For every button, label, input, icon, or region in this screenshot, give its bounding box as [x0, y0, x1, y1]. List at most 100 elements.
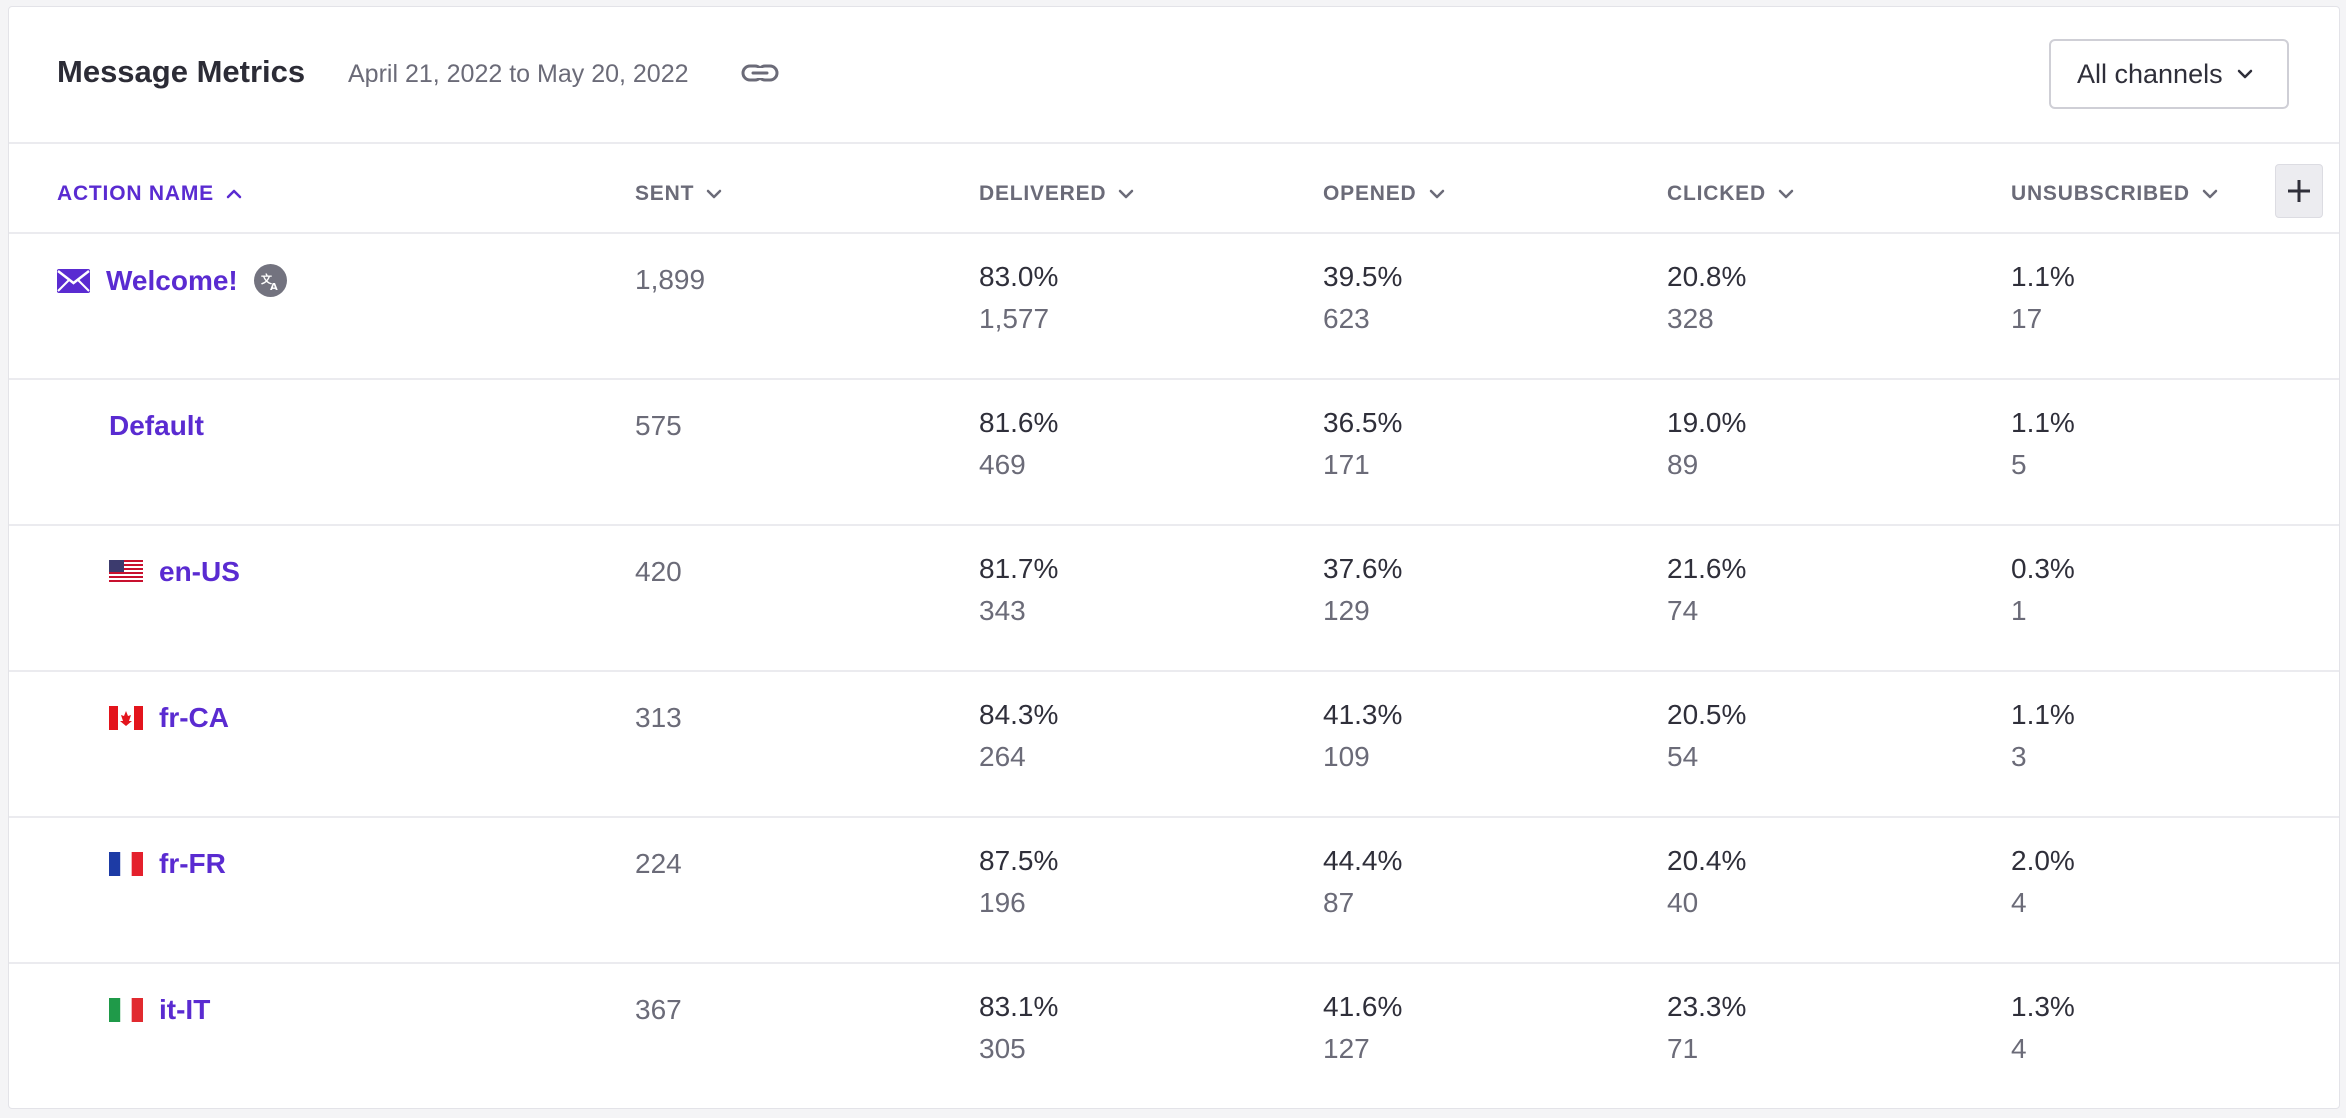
unsubscribed-count: 5 [2011, 449, 2027, 480]
link-icon[interactable] [741, 59, 779, 87]
delivered-count: 343 [979, 595, 1026, 626]
translate-icon: 文 A [253, 264, 287, 297]
table-row[interactable]: en-US 420 81.7% 343 37.6% 129 21.6% 74 0… [9, 526, 2339, 672]
delivered-percent: 87.5% [979, 845, 1059, 876]
table-row[interactable]: fr-CA 313 84.3% 264 41.3% 109 20.5% 54 1… [9, 672, 2339, 818]
opened-count: 171 [1323, 449, 1370, 480]
action-name-cell[interactable]: it-IT [109, 994, 210, 1026]
chevron-down-icon [2202, 189, 2218, 199]
chevron-up-icon [226, 189, 242, 199]
opened-count: 129 [1323, 595, 1370, 626]
opened-cell: 39.5% 623 [1323, 256, 1402, 340]
column-label: CLICKED [1667, 182, 1766, 205]
table-row[interactable]: fr-FR 224 87.5% 196 44.4% 87 20.4% 40 2.… [9, 818, 2339, 964]
delivered-count: 264 [979, 741, 1026, 772]
clicked-cell: 23.3% 71 [1667, 986, 1746, 1070]
sent-value: 313 [635, 702, 682, 733]
column-header-unsubscribed[interactable]: UNSUBSCRIBED [2011, 182, 2218, 206]
us-flag-icon [109, 560, 143, 584]
action-name-cell[interactable]: fr-CA [109, 702, 229, 734]
opened-count: 127 [1323, 1033, 1370, 1064]
opened-cell: 37.6% 129 [1323, 548, 1402, 632]
canada-flag-icon [109, 706, 143, 730]
clicked-percent: 20.4% [1667, 845, 1747, 876]
clicked-percent: 21.6% [1667, 553, 1747, 584]
clicked-count: 40 [1667, 887, 1699, 918]
clicked-percent: 20.8% [1667, 261, 1747, 292]
channel-filter-value: All channels [2077, 58, 2223, 89]
delivered-count: 305 [979, 1033, 1026, 1064]
plus-icon [2288, 180, 2310, 202]
column-label: ACTION NAME [57, 182, 214, 205]
action-name-cell[interactable]: Welcome! 文 A [57, 264, 287, 297]
opened-count: 109 [1323, 741, 1370, 772]
sent-value: 575 [635, 410, 682, 441]
delivered-cell: 87.5% 196 [979, 840, 1058, 924]
action-name: Welcome! [106, 264, 238, 296]
chevron-down-icon [1778, 189, 1794, 199]
variant-name: en-US [159, 556, 240, 587]
clicked-count: 89 [1667, 449, 1699, 480]
italy-flag-icon [109, 998, 143, 1022]
delivered-percent: 83.1% [979, 991, 1059, 1022]
action-name-cell[interactable]: en-US [109, 556, 240, 588]
unsubscribed-count: 3 [2011, 741, 2027, 772]
unsubscribed-cell: 0.3% 1 [2011, 548, 2075, 632]
date-range-label: April 21, 2022 to May 20, 2022 [348, 60, 689, 88]
card-header: Message Metrics April 21, 2022 to May 20… [9, 7, 2339, 144]
action-name-cell[interactable]: fr-FR [109, 848, 226, 880]
column-label: UNSUBSCRIBED [2011, 182, 2190, 205]
delivered-cell: 81.6% 469 [979, 402, 1058, 486]
table-row[interactable]: it-IT 367 83.1% 305 41.6% 127 23.3% 71 1… [9, 964, 2339, 1108]
clicked-percent: 19.0% [1667, 407, 1747, 438]
column-header-clicked[interactable]: CLICKED [1667, 182, 1794, 206]
unsubscribed-cell: 1.1% 3 [2011, 694, 2075, 778]
action-name-cell[interactable]: Default [109, 410, 204, 442]
column-header-sent[interactable]: SENT [635, 182, 722, 206]
clicked-count: 74 [1667, 595, 1699, 626]
channel-filter-dropdown[interactable]: All channels [2049, 39, 2289, 109]
unsubscribed-percent: 1.1% [2011, 261, 2075, 292]
clicked-cell: 20.5% 54 [1667, 694, 1746, 778]
opened-cell: 41.6% 127 [1323, 986, 1402, 1070]
svg-text:A: A [270, 282, 278, 291]
sent-value: 1,899 [635, 264, 706, 295]
variant-name: it-IT [159, 994, 211, 1025]
clicked-cell: 21.6% 74 [1667, 548, 1746, 632]
opened-percent: 41.6% [1323, 991, 1403, 1022]
delivered-count: 196 [979, 887, 1026, 918]
clicked-count: 328 [1667, 303, 1714, 334]
opened-percent: 39.5% [1323, 261, 1403, 292]
column-header-delivered[interactable]: DELIVERED [979, 182, 1134, 206]
column-header-action-name[interactable]: ACTION NAME [57, 182, 242, 206]
unsubscribed-cell: 1.3% 4 [2011, 986, 2075, 1070]
unsubscribed-count: 4 [2011, 1033, 2027, 1064]
svg-text:文: 文 [261, 272, 273, 286]
chevron-down-icon [2237, 69, 2252, 79]
message-metrics-card: Message Metrics April 21, 2022 to May 20… [8, 6, 2340, 1109]
delivered-percent: 83.0% [979, 261, 1059, 292]
add-column-button[interactable] [2275, 164, 2323, 218]
clicked-percent: 20.5% [1667, 699, 1747, 730]
delivered-cell: 83.1% 305 [979, 986, 1058, 1070]
unsubscribed-percent: 2.0% [2011, 845, 2075, 876]
envelope-icon [57, 268, 90, 293]
opened-cell: 44.4% 87 [1323, 840, 1402, 924]
column-label: DELIVERED [979, 182, 1107, 205]
delivered-count: 469 [979, 449, 1026, 480]
unsubscribed-cell: 2.0% 4 [2011, 840, 2075, 924]
opened-percent: 44.4% [1323, 845, 1403, 876]
table-row[interactable]: Welcome! 文 A 1,899 83.0% 1,577 39.5% 623… [9, 234, 2339, 380]
chevron-down-icon [706, 189, 722, 199]
clicked-count: 71 [1667, 1033, 1699, 1064]
column-header-opened[interactable]: OPENED [1323, 182, 1445, 206]
sent-value: 224 [635, 848, 682, 879]
table-row[interactable]: Default 575 81.6% 469 36.5% 171 19.0% 89… [9, 380, 2339, 526]
variant-name: Default [109, 410, 204, 441]
clicked-cell: 19.0% 89 [1667, 402, 1746, 486]
opened-cell: 36.5% 171 [1323, 402, 1402, 486]
unsubscribed-cell: 1.1% 17 [2011, 256, 2075, 340]
sent-value: 420 [635, 556, 682, 587]
sent-value: 367 [635, 994, 682, 1025]
delivered-percent: 81.6% [979, 407, 1059, 438]
